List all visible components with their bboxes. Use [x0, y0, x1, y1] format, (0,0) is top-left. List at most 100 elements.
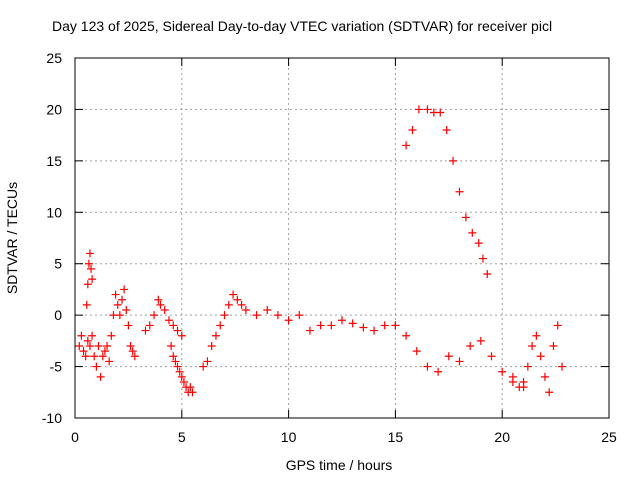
data-point — [96, 372, 105, 381]
data-point — [126, 342, 135, 350]
data-point — [474, 239, 483, 248]
data-point — [553, 321, 562, 330]
y-tick-label: 5 — [54, 256, 62, 272]
data-point — [77, 331, 86, 340]
data-point — [252, 311, 261, 320]
series — [252, 306, 400, 335]
x-tick-label: 20 — [494, 429, 510, 445]
data-point — [233, 295, 242, 304]
data-point — [295, 311, 304, 320]
data-point — [94, 342, 103, 350]
data-point — [224, 300, 233, 309]
data-point — [545, 388, 554, 397]
data-point — [169, 352, 178, 361]
data-point — [88, 275, 97, 284]
y-tick-label: 0 — [54, 307, 62, 323]
data-point — [468, 228, 477, 237]
data-point — [455, 187, 464, 196]
x-tick-label: 0 — [71, 429, 79, 445]
data-point — [558, 362, 567, 371]
series — [508, 321, 567, 397]
data-point — [284, 316, 293, 325]
data-point — [154, 295, 163, 304]
data-point — [348, 319, 357, 328]
data-point — [220, 311, 229, 320]
data-point — [455, 357, 464, 366]
data-point — [90, 352, 99, 361]
data-point — [117, 295, 126, 304]
data-point — [84, 259, 93, 268]
data-point — [179, 378, 188, 386]
x-tick-labels: 0 5 10 15 20 25 — [71, 429, 617, 445]
data-point — [120, 285, 129, 294]
data-point — [241, 306, 250, 314]
x-tick-label: 25 — [601, 429, 617, 445]
data-point — [487, 352, 496, 361]
data-point — [145, 321, 154, 330]
y-tick-label: 15 — [46, 153, 62, 169]
data-point — [83, 336, 92, 345]
x-axis-label: GPS time / hours — [286, 457, 393, 473]
data-point — [128, 347, 137, 356]
data-point — [107, 331, 116, 340]
data-points — [75, 105, 567, 397]
data-point — [536, 352, 545, 361]
data-point — [115, 311, 124, 320]
data-point — [391, 321, 400, 330]
data-point — [156, 300, 165, 309]
data-point — [237, 300, 246, 309]
plot-frame — [74, 57, 610, 419]
series — [82, 249, 97, 309]
data-point — [186, 383, 195, 392]
data-point — [414, 105, 423, 114]
data-point — [423, 362, 432, 371]
data-point — [466, 342, 475, 350]
data-point — [207, 342, 216, 350]
data-point — [449, 156, 458, 165]
data-point — [167, 342, 176, 350]
data-point — [338, 316, 346, 325]
data-point — [124, 321, 133, 330]
data-point — [173, 326, 182, 335]
data-point — [83, 280, 92, 289]
data-point — [141, 326, 150, 335]
data-point — [79, 347, 88, 356]
data-point — [528, 342, 537, 350]
data-point — [111, 290, 120, 299]
data-point — [85, 249, 94, 258]
data-point — [476, 336, 485, 345]
data-point — [442, 126, 451, 134]
data-point — [523, 362, 532, 371]
data-point — [519, 378, 528, 386]
data-point — [177, 331, 186, 340]
x-tick-label: 15 — [388, 429, 404, 445]
data-point — [216, 321, 225, 330]
data-point — [483, 270, 492, 278]
data-point — [87, 264, 96, 273]
data-point — [380, 321, 389, 330]
y-tick-labels: -10 -5 0 5 10 15 20 25 — [42, 50, 62, 426]
y-tick-label: 10 — [46, 204, 62, 220]
data-point — [434, 367, 443, 376]
data-point — [92, 362, 101, 371]
data-point — [103, 342, 112, 350]
data-point — [402, 331, 411, 340]
series — [199, 290, 250, 371]
data-point — [164, 316, 173, 325]
data-point — [532, 331, 541, 340]
data-point — [508, 372, 517, 381]
data-point — [203, 357, 212, 366]
data-point — [75, 342, 84, 350]
data-point — [160, 306, 169, 314]
y-tick-label: -10 — [42, 410, 62, 426]
data-point — [188, 388, 197, 397]
data-point — [412, 347, 421, 356]
data-point — [173, 362, 182, 371]
data-point — [85, 342, 94, 350]
data-point — [81, 352, 90, 361]
data-point — [478, 254, 487, 263]
y-axis-label: SDTVAR / TECUs — [4, 182, 20, 294]
chart-title: Day 123 of 2025, Sidereal Day-to-day VTE… — [52, 18, 552, 34]
data-point — [273, 311, 282, 320]
